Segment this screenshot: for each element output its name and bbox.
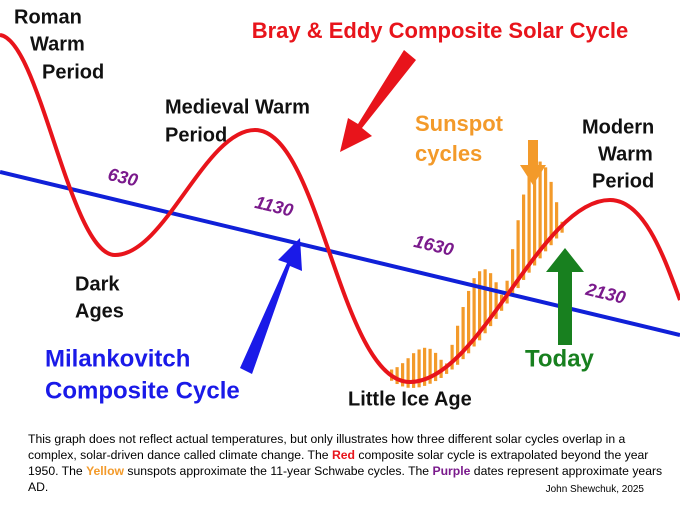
- sunspot-bar: [423, 347, 427, 386]
- green-arrow: [546, 248, 584, 345]
- caption-text: sunspots approximate the 11-year Schwabe…: [124, 464, 433, 478]
- label: Today: [525, 345, 595, 372]
- sunspot-bar: [527, 175, 531, 273]
- sunspot-bar: [467, 290, 471, 354]
- graphic: Bray & Eddy Composite Solar Cycle Roman …: [0, 6, 680, 410]
- sunspot-bar: [472, 278, 476, 347]
- title: Bray & Eddy Composite Solar Cycle: [252, 18, 629, 43]
- label: Sunspot: [415, 111, 504, 136]
- date-label: 1630: [412, 231, 456, 260]
- label: Warm: [30, 33, 85, 55]
- label: Period: [165, 124, 227, 146]
- date-label: 2130: [583, 279, 628, 308]
- sunspot-bar: [494, 282, 498, 319]
- label: cycles: [415, 141, 482, 166]
- sunspot-bar: [450, 344, 454, 370]
- sunspot-bar: [533, 164, 537, 266]
- sunspot-bar: [538, 161, 542, 259]
- label: Milankovitch: [45, 345, 190, 372]
- caption: This graph does not reflect actual tempe…: [28, 431, 668, 495]
- sunspot-bar: [544, 167, 548, 252]
- sunspot-bar: [428, 348, 432, 384]
- sunspot-bar: [489, 273, 493, 327]
- sunspot-bar: [522, 194, 526, 280]
- date-label: 630: [106, 164, 140, 190]
- sunspot-bar: [555, 202, 559, 239]
- label: Composite Cycle: [45, 377, 240, 404]
- label: Roman: [14, 6, 82, 28]
- sunspot-bar: [549, 181, 553, 246]
- label: Little Ice Age: [348, 388, 472, 410]
- sunspot-bar: [511, 249, 515, 296]
- sunspot-bar: [406, 358, 410, 388]
- sunspot-bar: [395, 367, 399, 385]
- caption-text: dates represent approximate years AD.: [28, 464, 663, 494]
- label: Warm: [598, 143, 653, 165]
- sunspot-bar: [401, 363, 405, 387]
- sunspot-bar: [434, 352, 438, 382]
- label: Modern: [582, 116, 654, 138]
- label: Dark: [75, 273, 120, 295]
- caption-text: composite solar cycle is extrapolated be…: [28, 448, 649, 478]
- red-arrow: [340, 50, 416, 152]
- sunspot-bar: [456, 325, 460, 365]
- sunspot-bar: [412, 353, 416, 388]
- caption-text: This graph does not reflect actual tempe…: [28, 432, 626, 462]
- date-label: 1130: [253, 192, 295, 220]
- bray-eddy-curve: [0, 33, 680, 385]
- sunspot-bar: [478, 271, 482, 341]
- caption-purple: Purple: [432, 464, 471, 478]
- sunspot-bars: [390, 161, 564, 388]
- sunspot-bar: [417, 349, 421, 388]
- sunspot-bar: [461, 307, 465, 360]
- label: Ages: [75, 300, 124, 322]
- credit: John Shewchuk, 2025: [545, 484, 644, 495]
- label: Period: [592, 170, 654, 192]
- caption-red: Red: [331, 448, 355, 462]
- caption-yellow: Yellow: [86, 464, 124, 478]
- label: Period: [42, 61, 104, 83]
- label: Medieval Warm: [165, 96, 310, 118]
- orange-arrow: [520, 140, 546, 185]
- sunspot-bar: [483, 269, 487, 334]
- blue-arrow: [240, 238, 302, 374]
- sunspot-bar: [516, 220, 520, 289]
